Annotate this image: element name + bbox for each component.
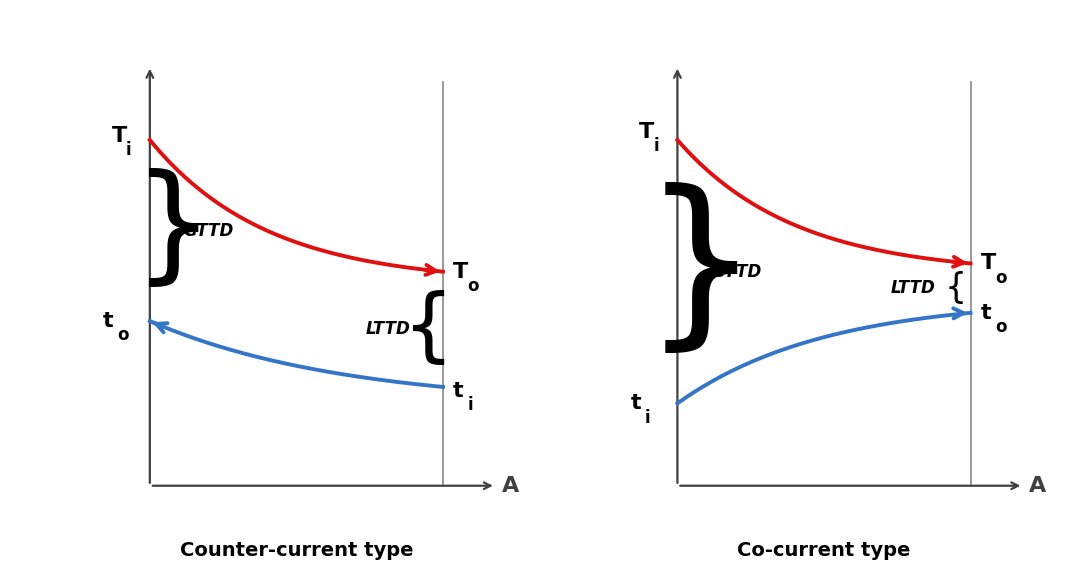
Text: o: o	[467, 277, 479, 295]
Text: A: A	[501, 476, 519, 496]
Text: t: t	[631, 393, 641, 413]
Text: t: t	[102, 311, 113, 331]
Text: o: o	[994, 318, 1006, 336]
Text: i: i	[644, 409, 650, 427]
Text: GTTD: GTTD	[184, 221, 234, 239]
Text: o: o	[994, 269, 1006, 287]
Text: }: }	[132, 168, 213, 293]
Text: GTTD: GTTD	[711, 263, 762, 281]
Text: {: {	[944, 271, 967, 305]
Text: LTTD: LTTD	[891, 279, 936, 297]
Text: T: T	[112, 126, 127, 146]
Text: LTTD: LTTD	[366, 320, 411, 338]
Text: i: i	[126, 142, 131, 159]
Text: t: t	[981, 303, 991, 323]
Text: t: t	[453, 381, 464, 401]
Text: A: A	[1030, 476, 1047, 496]
Text: T: T	[639, 122, 654, 142]
Text: T: T	[981, 254, 996, 273]
Text: {: {	[402, 290, 453, 368]
Text: i: i	[653, 137, 659, 155]
Text: i: i	[467, 396, 473, 414]
Text: Counter-current type: Counter-current type	[179, 541, 413, 560]
Text: o: o	[117, 327, 128, 345]
Text: }: }	[641, 182, 760, 362]
Text: T: T	[453, 261, 468, 282]
Text: Co-current type: Co-current type	[737, 541, 910, 560]
